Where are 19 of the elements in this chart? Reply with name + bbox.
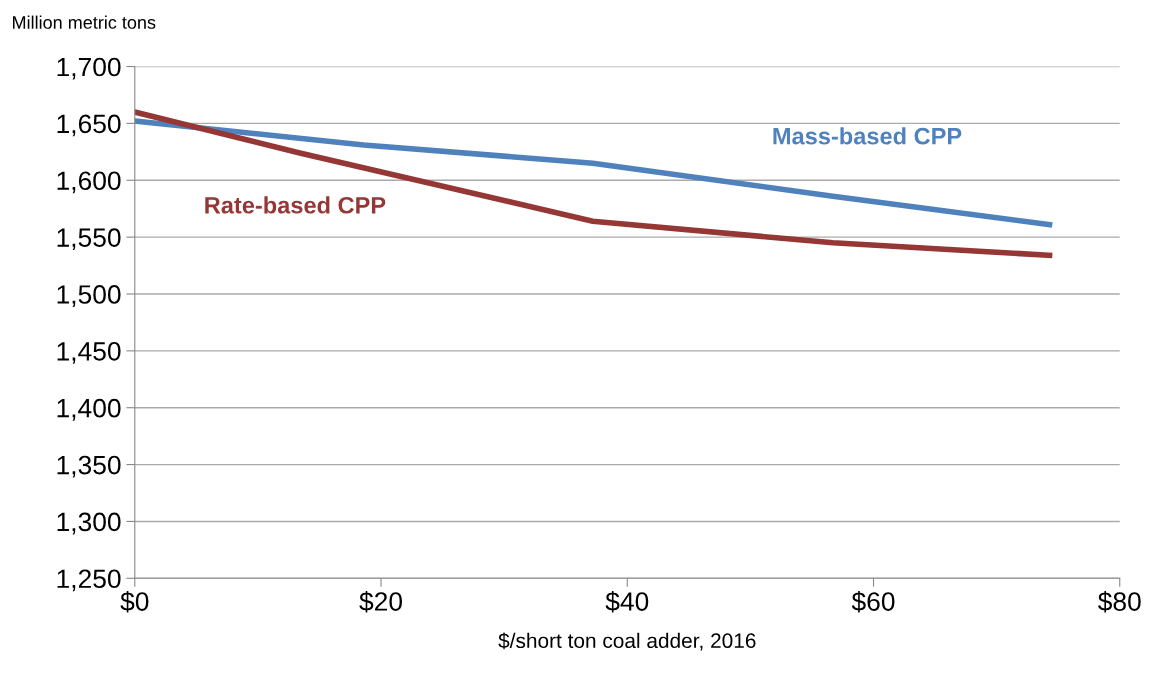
y-axis-title: Million metric tons bbox=[13, 15, 156, 29]
x-tick-label: $80 bbox=[1098, 591, 1141, 613]
y-tick-label: 1,400 bbox=[57, 398, 121, 421]
y-tick-label: 1,350 bbox=[57, 455, 121, 478]
x-tick-label: $40 bbox=[605, 591, 649, 613]
x-tick-label: $0 bbox=[120, 591, 149, 613]
y-tick-label: 1,600 bbox=[57, 171, 121, 194]
y-tick-label: 1,550 bbox=[57, 228, 121, 251]
y-tick-label: 1,250 bbox=[57, 569, 121, 592]
y-tick-label: 1,450 bbox=[57, 341, 121, 364]
x-axis-title: $/short ton coal adder, 2016 bbox=[498, 632, 756, 651]
x-tick-label: $60 bbox=[851, 591, 895, 613]
series-label: Rate-based CPP bbox=[205, 196, 386, 214]
y-tick-label: 1,300 bbox=[57, 512, 121, 535]
series-label: Mass-based CPP bbox=[773, 127, 962, 145]
x-tick-label: $20 bbox=[359, 591, 403, 613]
y-tick-label: 1,650 bbox=[57, 114, 121, 137]
y-tick-label: 1,500 bbox=[57, 285, 121, 307]
y-tick-label: 1,700 bbox=[57, 57, 121, 80]
